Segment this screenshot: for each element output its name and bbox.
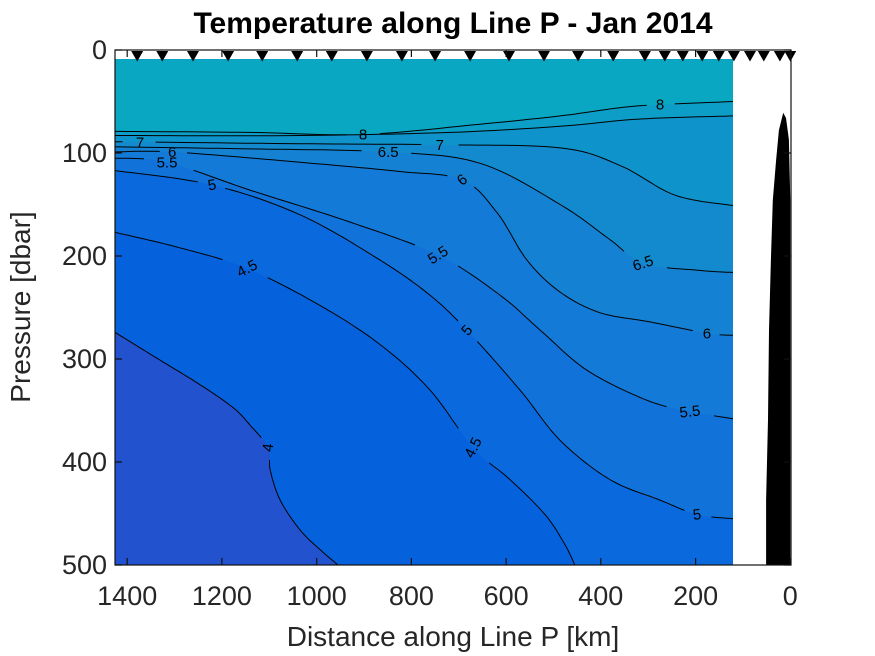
station-markers	[131, 51, 797, 62]
contour-label: 7	[136, 135, 144, 152]
contour-label: 8	[359, 127, 367, 144]
contour-line-8	[114, 101, 734, 136]
contour-lines	[114, 101, 734, 566]
plot-title: Temperature along Line P - Jan 2014	[193, 7, 712, 40]
station-triangle-icon	[727, 51, 740, 62]
contour-label: 6	[168, 144, 176, 161]
contour-line-6.5	[114, 146, 734, 273]
plot-frame	[114, 49, 792, 566]
y-tick-label: 0	[92, 35, 107, 65]
axes-frame-and-ticks	[114, 49, 792, 566]
x-tick-label: 1200	[192, 581, 252, 611]
contour-line-6	[114, 150, 734, 336]
station-triangle-icon	[464, 51, 477, 62]
contour-label: 6	[703, 325, 711, 342]
contour-label: 8	[656, 97, 664, 114]
y-tick-label: 200	[62, 241, 107, 271]
y-axis-label: Pressure [dbar]	[5, 211, 36, 402]
contour-label: 5	[207, 176, 218, 194]
x-tick-label: 1000	[287, 581, 347, 611]
tick-labels: 1400 1200 1000 800 600 400 200 0 0 100 200 300 400 50…	[62, 35, 798, 611]
band-fill-8	[114, 59, 733, 135]
station-triangle-icon	[156, 51, 169, 62]
station-triangle-icon	[429, 51, 442, 62]
contour-line-4.5	[114, 231, 576, 566]
station-triangle-icon	[360, 51, 373, 62]
contour-line-7	[114, 141, 734, 206]
station-triangle-icon	[325, 51, 338, 62]
bathymetry	[766, 112, 791, 566]
station-triangle-icon	[538, 51, 550, 62]
station-triangle-icon	[757, 51, 770, 62]
x-tick-label: 1400	[97, 581, 157, 611]
contour-line-5.5	[114, 157, 734, 420]
station-triangle-icon	[256, 51, 269, 62]
station-triangle-icon	[291, 51, 304, 62]
contour-label: 7	[436, 137, 444, 154]
station-triangle-icon	[395, 51, 408, 62]
y-tick-label: 400	[62, 447, 107, 477]
x-tick-label: 200	[673, 581, 718, 611]
x-tick-label: 600	[484, 581, 529, 611]
contour-label: 6.5	[378, 144, 399, 161]
x-tick-label: 800	[389, 581, 434, 611]
contour-label: 5.5	[157, 154, 178, 171]
station-triangle-icon	[222, 51, 235, 62]
station-triangle-icon	[638, 51, 651, 62]
contour-label: 5	[692, 506, 702, 524]
station-triangle-icon	[187, 51, 199, 62]
station-triangle-icon	[773, 51, 786, 62]
station-triangle-icon	[607, 51, 620, 62]
contour-line-5	[114, 170, 734, 520]
contour-fill-bands	[114, 59, 733, 566]
y-tick-label: 300	[62, 344, 107, 374]
y-tick-label: 100	[62, 138, 107, 168]
station-triangle-icon	[572, 51, 585, 62]
contour-line-4	[114, 331, 339, 566]
contour-label: 5.5	[679, 402, 702, 421]
station-triangle-icon	[696, 51, 709, 62]
x-tick-label: 0	[783, 581, 798, 611]
station-triangle-icon	[131, 51, 144, 62]
station-triangle-icon	[712, 51, 725, 62]
x-tick-label: 400	[578, 581, 623, 611]
bathymetry-shape	[766, 112, 791, 566]
contour-label: 6.5	[631, 252, 656, 275]
station-triangle-icon	[744, 51, 756, 62]
contour-line-7.5	[114, 115, 734, 137]
y-tick-label: 500	[62, 550, 107, 580]
x-axis-label: Distance along Line P [km]	[287, 621, 620, 652]
contour-label: 4	[259, 442, 277, 452]
station-triangle-icon	[658, 51, 671, 62]
station-triangle-icon	[676, 51, 689, 62]
